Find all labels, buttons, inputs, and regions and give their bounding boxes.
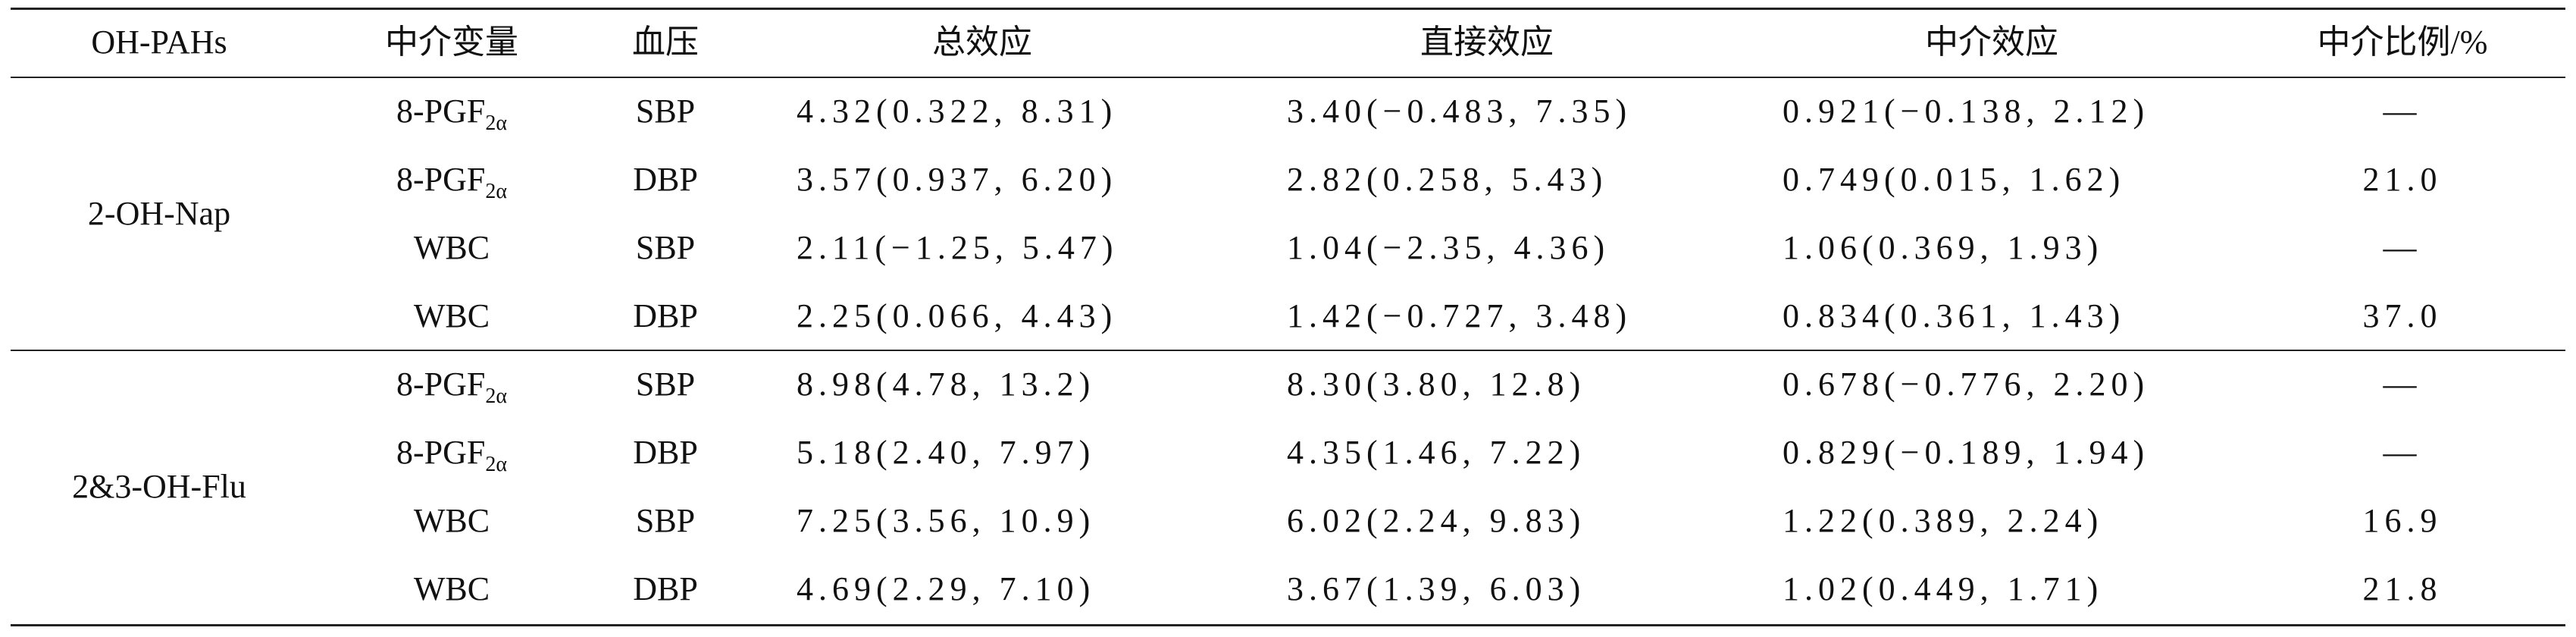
header-cell: 中介变量 bbox=[385, 24, 518, 61]
label-cell: WBC bbox=[413, 570, 490, 607]
value-cell: 21.0 bbox=[2362, 161, 2443, 198]
value-cell: 0.829(−0.189, 1.94) bbox=[1783, 434, 2150, 471]
label-cell: SBP bbox=[635, 366, 696, 403]
value-cell: 5.18(2.40, 7.97) bbox=[797, 434, 1096, 471]
header-cell: 中介效应 bbox=[1925, 24, 2058, 61]
value-cell: 6.02(2.24, 9.83) bbox=[1287, 502, 1586, 539]
value-cell: — bbox=[2383, 93, 2422, 130]
mediator-base: 8-PGF bbox=[396, 366, 486, 403]
value-cell: 1.04(−2.35, 4.36) bbox=[1287, 229, 1610, 266]
group-name: 2-OH-Nap bbox=[87, 195, 231, 232]
value-cell: — bbox=[2383, 229, 2422, 266]
value-cell: 21.8 bbox=[2362, 570, 2443, 607]
mediator: 8-PGF2α bbox=[396, 362, 507, 407]
label-cell: SBP bbox=[635, 93, 696, 130]
header-cell: 总效应 bbox=[932, 24, 1032, 61]
label-cell: DBP bbox=[633, 570, 698, 607]
value-cell: 0.678(−0.776, 2.20) bbox=[1783, 366, 2150, 403]
mediator-base: 8-PGF bbox=[396, 434, 486, 471]
header-cell: 中介比例/% bbox=[2317, 24, 2488, 61]
mediator-subscript: 2α bbox=[485, 453, 508, 476]
value-cell: 3.57(0.937, 6.20) bbox=[797, 161, 1118, 198]
header-rule bbox=[11, 77, 2565, 78]
value-cell: — bbox=[2383, 434, 2422, 471]
mediator: 8-PGF2α bbox=[396, 157, 507, 202]
label-cell: DBP bbox=[633, 297, 698, 334]
value-cell: 4.69(2.29, 7.10) bbox=[797, 570, 1096, 607]
label-cell: WBC bbox=[413, 229, 490, 266]
mediator-base: 8-PGF bbox=[396, 93, 486, 130]
value-cell: 37.0 bbox=[2362, 297, 2443, 334]
value-cell: 3.67(1.39, 6.03) bbox=[1287, 570, 1586, 607]
mediator-base: 8-PGF bbox=[396, 161, 486, 198]
header-cell: 血压 bbox=[632, 24, 699, 61]
label-cell: DBP bbox=[633, 434, 698, 471]
value-cell: 16.9 bbox=[2362, 502, 2443, 539]
value-cell: 4.32(0.322, 8.31) bbox=[797, 93, 1118, 130]
value-cell: 4.35(1.46, 7.22) bbox=[1287, 434, 1586, 471]
value-cell: 2.25(0.066, 4.43) bbox=[797, 297, 1118, 334]
mediator-subscript: 2α bbox=[485, 384, 508, 408]
value-cell: 2.11(−1.25, 5.47) bbox=[797, 229, 1119, 266]
value-cell: 1.02(0.449, 1.71) bbox=[1783, 570, 2104, 607]
value-cell: 0.749(0.015, 1.62) bbox=[1783, 161, 2126, 198]
label-cell: SBP bbox=[635, 502, 696, 539]
value-cell: 2.82(0.258, 5.43) bbox=[1287, 161, 1608, 198]
value-cell: — bbox=[2383, 366, 2422, 403]
value-cell: 8.30(3.80, 12.8) bbox=[1287, 366, 1586, 403]
value-cell: 0.834(0.361, 1.43) bbox=[1783, 297, 2126, 334]
group-name: 2&3-OH-Flu bbox=[72, 468, 246, 505]
label-cell: WBC bbox=[413, 297, 490, 334]
header-cell: OH-PAHs bbox=[91, 24, 227, 61]
value-cell: 8.98(4.78, 13.2) bbox=[797, 366, 1096, 403]
value-cell: 1.42(−0.727, 3.48) bbox=[1287, 297, 1632, 334]
mediator-subscript: 2α bbox=[485, 111, 508, 135]
group-rule bbox=[11, 350, 2565, 351]
value-cell: 3.40(−0.483, 7.35) bbox=[1287, 93, 1632, 130]
value-cell: 7.25(3.56, 10.9) bbox=[797, 502, 1096, 539]
mediator: 8-PGF2α bbox=[396, 89, 507, 134]
header-cell: 直接效应 bbox=[1420, 24, 1554, 61]
value-cell: 1.06(0.369, 1.93) bbox=[1783, 229, 2104, 266]
label-cell: WBC bbox=[413, 502, 490, 539]
label-cell: DBP bbox=[633, 161, 698, 198]
value-cell: 1.22(0.389, 2.24) bbox=[1783, 502, 2104, 539]
value-cell: 0.921(−0.138, 2.12) bbox=[1783, 93, 2150, 130]
top-rule bbox=[11, 8, 2565, 10]
mediator-subscript: 2α bbox=[485, 180, 508, 203]
mediator: 8-PGF2α bbox=[396, 430, 507, 475]
label-cell: SBP bbox=[635, 229, 696, 266]
bottom-rule bbox=[11, 624, 2565, 626]
